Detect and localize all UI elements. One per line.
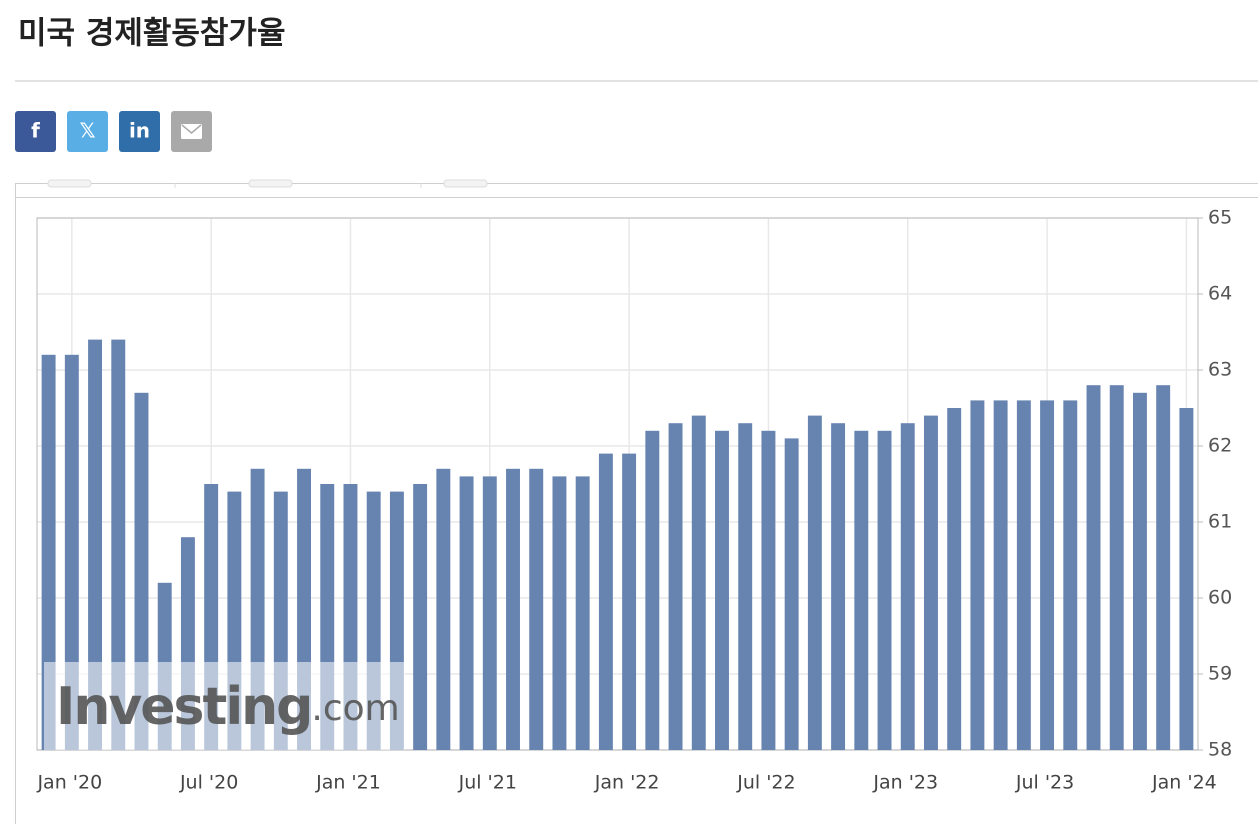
bar [436, 468, 451, 750]
x-tick-label: Jan '21 [315, 772, 381, 794]
bar [64, 354, 79, 750]
page-title: 미국 경제활동참가율 [18, 16, 285, 52]
bar [1040, 400, 1055, 750]
toolbar-button[interactable] [443, 179, 488, 188]
share-button[interactable]: f [15, 111, 56, 152]
share-bg [67, 111, 108, 152]
y-tick-label: 59 [1208, 663, 1232, 685]
y-tick-label: 65 [1208, 207, 1232, 229]
bar [947, 408, 962, 750]
bar [88, 339, 103, 750]
bar [1156, 385, 1171, 750]
y-tick-label: 63 [1208, 359, 1232, 381]
bar [831, 423, 846, 750]
x-tick-label: Jul '20 [179, 772, 238, 794]
y-tick-label: 64 [1208, 283, 1232, 305]
bar [134, 392, 149, 750]
bar [854, 430, 869, 750]
bar [482, 476, 497, 750]
share-icon: f [31, 119, 40, 143]
share-bg [119, 111, 160, 152]
y-tick-label: 61 [1208, 511, 1232, 533]
bar [552, 476, 567, 750]
bar [645, 430, 660, 750]
y-tick-label: 60 [1208, 587, 1232, 609]
plot: Jan '20 Jul '20 Jan '21 Jul '21 Jan '22 Jul '… [36, 207, 1232, 794]
watermark: Investing.com [56, 677, 400, 737]
bar [529, 468, 544, 750]
watermark-brand: Investing [56, 677, 311, 737]
bar [622, 453, 637, 750]
bar [41, 354, 56, 750]
bar [506, 468, 520, 750]
toolbar-button[interactable] [248, 179, 293, 188]
bar [900, 423, 915, 750]
bar [1132, 392, 1147, 750]
bar [970, 400, 985, 750]
bar [575, 476, 590, 750]
bar [1016, 400, 1031, 750]
bar [598, 453, 613, 750]
x-tick-label: Jan '24 [1151, 772, 1217, 794]
bar [924, 415, 938, 750]
bar [413, 484, 428, 750]
y-tick-label: 62 [1208, 435, 1232, 457]
bar [738, 423, 753, 750]
bar [668, 423, 683, 750]
share-button[interactable]: in [119, 111, 160, 152]
bar [1179, 408, 1194, 750]
bar [784, 438, 799, 750]
share-icon: 𝕏 [79, 119, 95, 143]
watermark-bg [44, 662, 405, 750]
bar [761, 430, 776, 750]
bar [1109, 385, 1124, 750]
bar [1086, 385, 1101, 750]
email-button[interactable] [171, 111, 212, 152]
x-tick-label: Jul '21 [458, 772, 517, 794]
x-tick-label: Jul '23 [1015, 772, 1074, 794]
email-flap [181, 124, 202, 134]
bar [993, 400, 1008, 750]
x-tick-label: Jan '23 [872, 772, 938, 794]
share-icon: in [129, 119, 150, 143]
y-tick-label: 58 [1208, 739, 1232, 761]
toolbar-button[interactable] [47, 179, 92, 188]
bar [715, 430, 729, 750]
plot-border [36, 217, 1199, 751]
watermark-suffix: .com [311, 688, 399, 729]
share-bg [15, 111, 56, 152]
bar [691, 415, 706, 750]
share-button[interactable]: 𝕏 [67, 111, 108, 152]
x-tick-label: Jul '22 [736, 772, 795, 794]
bar [807, 415, 822, 750]
bar [877, 430, 892, 750]
x-tick-label: Jan '22 [594, 772, 660, 794]
bar [459, 476, 474, 750]
bar [1063, 400, 1078, 750]
x-tick-label: Jan '20 [36, 772, 102, 794]
bar [111, 339, 126, 750]
